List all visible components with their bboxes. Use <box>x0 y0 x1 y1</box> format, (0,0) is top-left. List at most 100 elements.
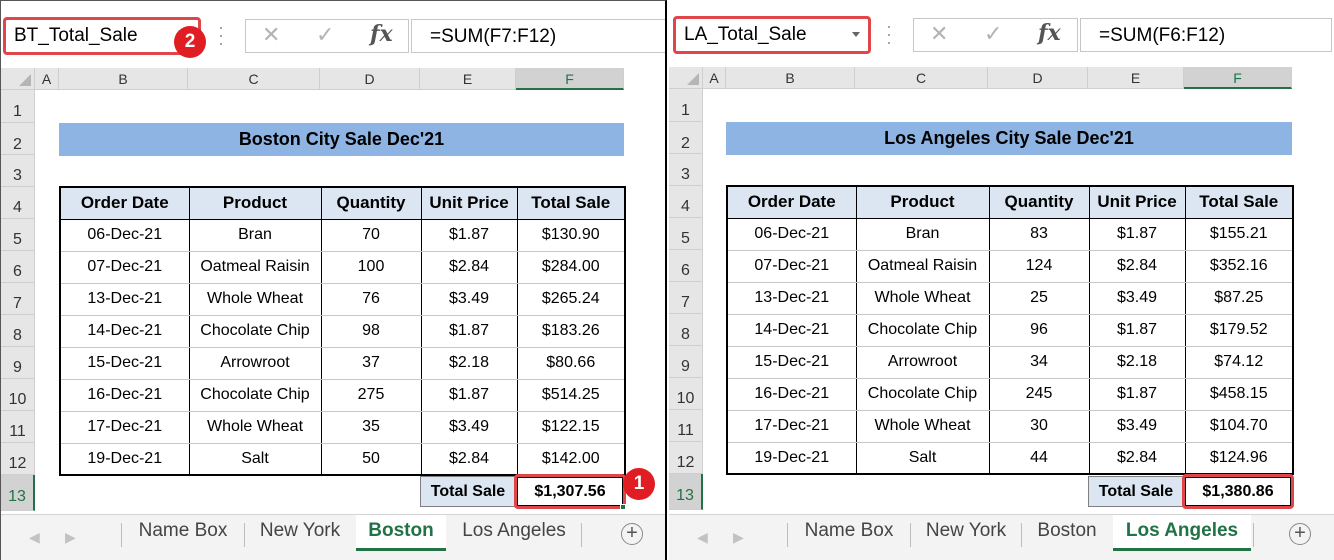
cell-total-sale[interactable]: $130.90 <box>516 218 626 252</box>
name-box-dropdown-icon[interactable] <box>852 32 860 37</box>
cell-quantity[interactable]: 50 <box>320 442 422 476</box>
row-header-11[interactable]: 11 <box>669 410 703 442</box>
cell-total-sale[interactable]: $352.16 <box>1184 249 1294 283</box>
row-header-6[interactable]: 6 <box>1 251 35 283</box>
cell-quantity[interactable]: 98 <box>320 314 422 348</box>
cell-product[interactable]: Chocolate Chip <box>188 378 322 412</box>
cell-total-sale[interactable]: $458.15 <box>1184 377 1294 411</box>
tab-boston[interactable]: Boston <box>1037 520 1097 541</box>
row-header-2[interactable]: 2 <box>669 122 703 154</box>
column-header-f[interactable]: F <box>1184 67 1292 89</box>
cell-order-date[interactable]: 19-Dec-21 <box>59 442 190 476</box>
cell-quantity[interactable]: 96 <box>988 313 1090 347</box>
cell-total-sale[interactable]: $179.52 <box>1184 313 1294 347</box>
tab-los-angeles[interactable]: Los Angeles <box>1113 515 1251 551</box>
cell-total-sale[interactable]: $122.15 <box>516 410 626 444</box>
tab-name-box[interactable]: Name Box <box>804 520 894 541</box>
cell-quantity[interactable]: 100 <box>320 250 422 284</box>
cell-order-date[interactable]: 06-Dec-21 <box>59 218 190 252</box>
column-header-e[interactable]: E <box>420 68 516 90</box>
insert-function-icon[interactable]: fx <box>370 21 393 47</box>
insert-function-icon[interactable]: fx <box>1038 20 1061 46</box>
header-order-date[interactable]: Order Date <box>726 185 857 219</box>
cell-product[interactable]: Whole Wheat <box>188 282 322 316</box>
cell-quantity[interactable]: 124 <box>988 249 1090 283</box>
column-header-c[interactable]: C <box>855 67 988 89</box>
name-box[interactable]: LA_Total_Sale <box>675 18 869 52</box>
cell-product[interactable]: Chocolate Chip <box>188 314 322 348</box>
row-header-12[interactable]: 12 <box>1 443 35 475</box>
column-header-d[interactable]: D <box>320 68 420 90</box>
formula-input[interactable]: =SUM(F6:F12) <box>1080 18 1332 52</box>
cell-quantity[interactable]: 44 <box>988 441 1090 475</box>
cell-total-sale[interactable]: $80.66 <box>516 346 626 380</box>
cell-product[interactable]: Salt <box>855 441 990 475</box>
tab-scroll-right-icon[interactable]: ▶ <box>733 529 744 545</box>
row-header-5[interactable]: 5 <box>1 219 35 251</box>
cell-unit-price[interactable]: $1.87 <box>1088 377 1186 411</box>
cell-quantity[interactable]: 83 <box>988 217 1090 251</box>
select-all-corner[interactable] <box>1 68 35 90</box>
cell-total-sale[interactable]: $155.21 <box>1184 217 1294 251</box>
cell-quantity[interactable]: 245 <box>988 377 1090 411</box>
row-header-3[interactable]: 3 <box>1 155 35 187</box>
row-header-5[interactable]: 5 <box>669 218 703 250</box>
cell-product[interactable]: Whole Wheat <box>188 410 322 444</box>
cell-order-date[interactable]: 16-Dec-21 <box>726 377 857 411</box>
cancel-icon[interactable]: ✕ <box>262 22 281 47</box>
cell-quantity[interactable]: 34 <box>988 345 1090 379</box>
header-quantity[interactable]: Quantity <box>320 186 422 220</box>
row-header-10[interactable]: 10 <box>669 378 703 410</box>
total-sale-label[interactable]: Total Sale <box>1088 476 1184 507</box>
cell-product[interactable]: Arrowroot <box>188 346 322 380</box>
cell-total-sale[interactable]: $265.24 <box>516 282 626 316</box>
tab-scroll-left-icon[interactable]: ◀ <box>697 529 708 545</box>
enter-check-icon[interactable]: ✓ <box>984 21 1003 46</box>
row-header-10[interactable]: 10 <box>1 379 35 411</box>
row-header-13[interactable]: 13 <box>1 475 35 511</box>
cell-product[interactable]: Bran <box>188 218 322 252</box>
cancel-icon[interactable]: ✕ <box>930 21 949 46</box>
cell-order-date[interactable]: 13-Dec-21 <box>59 282 190 316</box>
tab-los-angeles[interactable]: Los Angeles <box>462 520 566 541</box>
cell-total-sale[interactable]: $183.26 <box>516 314 626 348</box>
header-order-date[interactable]: Order Date <box>59 186 190 220</box>
header-unit-price[interactable]: Unit Price <box>420 186 518 220</box>
cell-quantity[interactable]: 35 <box>320 410 422 444</box>
cell-product[interactable]: Whole Wheat <box>855 409 990 443</box>
row-header-4[interactable]: 4 <box>669 186 703 218</box>
column-header-b[interactable]: B <box>726 67 855 89</box>
cell-unit-price[interactable]: $3.49 <box>1088 281 1186 315</box>
add-sheet-icon[interactable]: + <box>621 523 643 545</box>
cell-unit-price[interactable]: $2.84 <box>1088 249 1186 283</box>
add-sheet-icon[interactable]: + <box>1289 523 1311 545</box>
row-header-11[interactable]: 11 <box>1 411 35 443</box>
row-header-6[interactable]: 6 <box>669 250 703 282</box>
fill-handle[interactable] <box>620 504 626 510</box>
formula-bar-resize-handle[interactable]: · · · <box>886 16 892 52</box>
cell-unit-price[interactable]: $1.87 <box>1088 217 1186 251</box>
formula-bar-resize-handle[interactable]: · · · <box>218 17 224 53</box>
formula-input[interactable]: =SUM(F7:F12) <box>411 19 665 53</box>
cell-unit-price[interactable]: $1.87 <box>420 218 518 252</box>
row-header-8[interactable]: 8 <box>669 314 703 346</box>
cell-order-date[interactable]: 17-Dec-21 <box>726 409 857 443</box>
cell-order-date[interactable]: 17-Dec-21 <box>59 410 190 444</box>
total-sale-label[interactable]: Total Sale <box>420 476 516 507</box>
cell-unit-price[interactable]: $3.49 <box>420 282 518 316</box>
cell-total-sale[interactable]: $74.12 <box>1184 345 1294 379</box>
cell-unit-price[interactable]: $2.18 <box>420 346 518 380</box>
column-header-a[interactable]: A <box>35 68 59 90</box>
cell-order-date[interactable]: 15-Dec-21 <box>726 345 857 379</box>
cell-order-date[interactable]: 07-Dec-21 <box>59 250 190 284</box>
cell-order-date[interactable]: 19-Dec-21 <box>726 441 857 475</box>
cell-total-sale[interactable]: $284.00 <box>516 250 626 284</box>
header-unit-price[interactable]: Unit Price <box>1088 185 1186 219</box>
cell-unit-price[interactable]: $1.87 <box>420 378 518 412</box>
total-sale-value[interactable]: $1,380.86 <box>1184 476 1292 507</box>
column-header-c[interactable]: C <box>188 68 320 90</box>
cell-order-date[interactable]: 13-Dec-21 <box>726 281 857 315</box>
cell-product[interactable]: Whole Wheat <box>855 281 990 315</box>
cell-unit-price[interactable]: $1.87 <box>1088 313 1186 347</box>
cell-unit-price[interactable]: $2.84 <box>420 442 518 476</box>
